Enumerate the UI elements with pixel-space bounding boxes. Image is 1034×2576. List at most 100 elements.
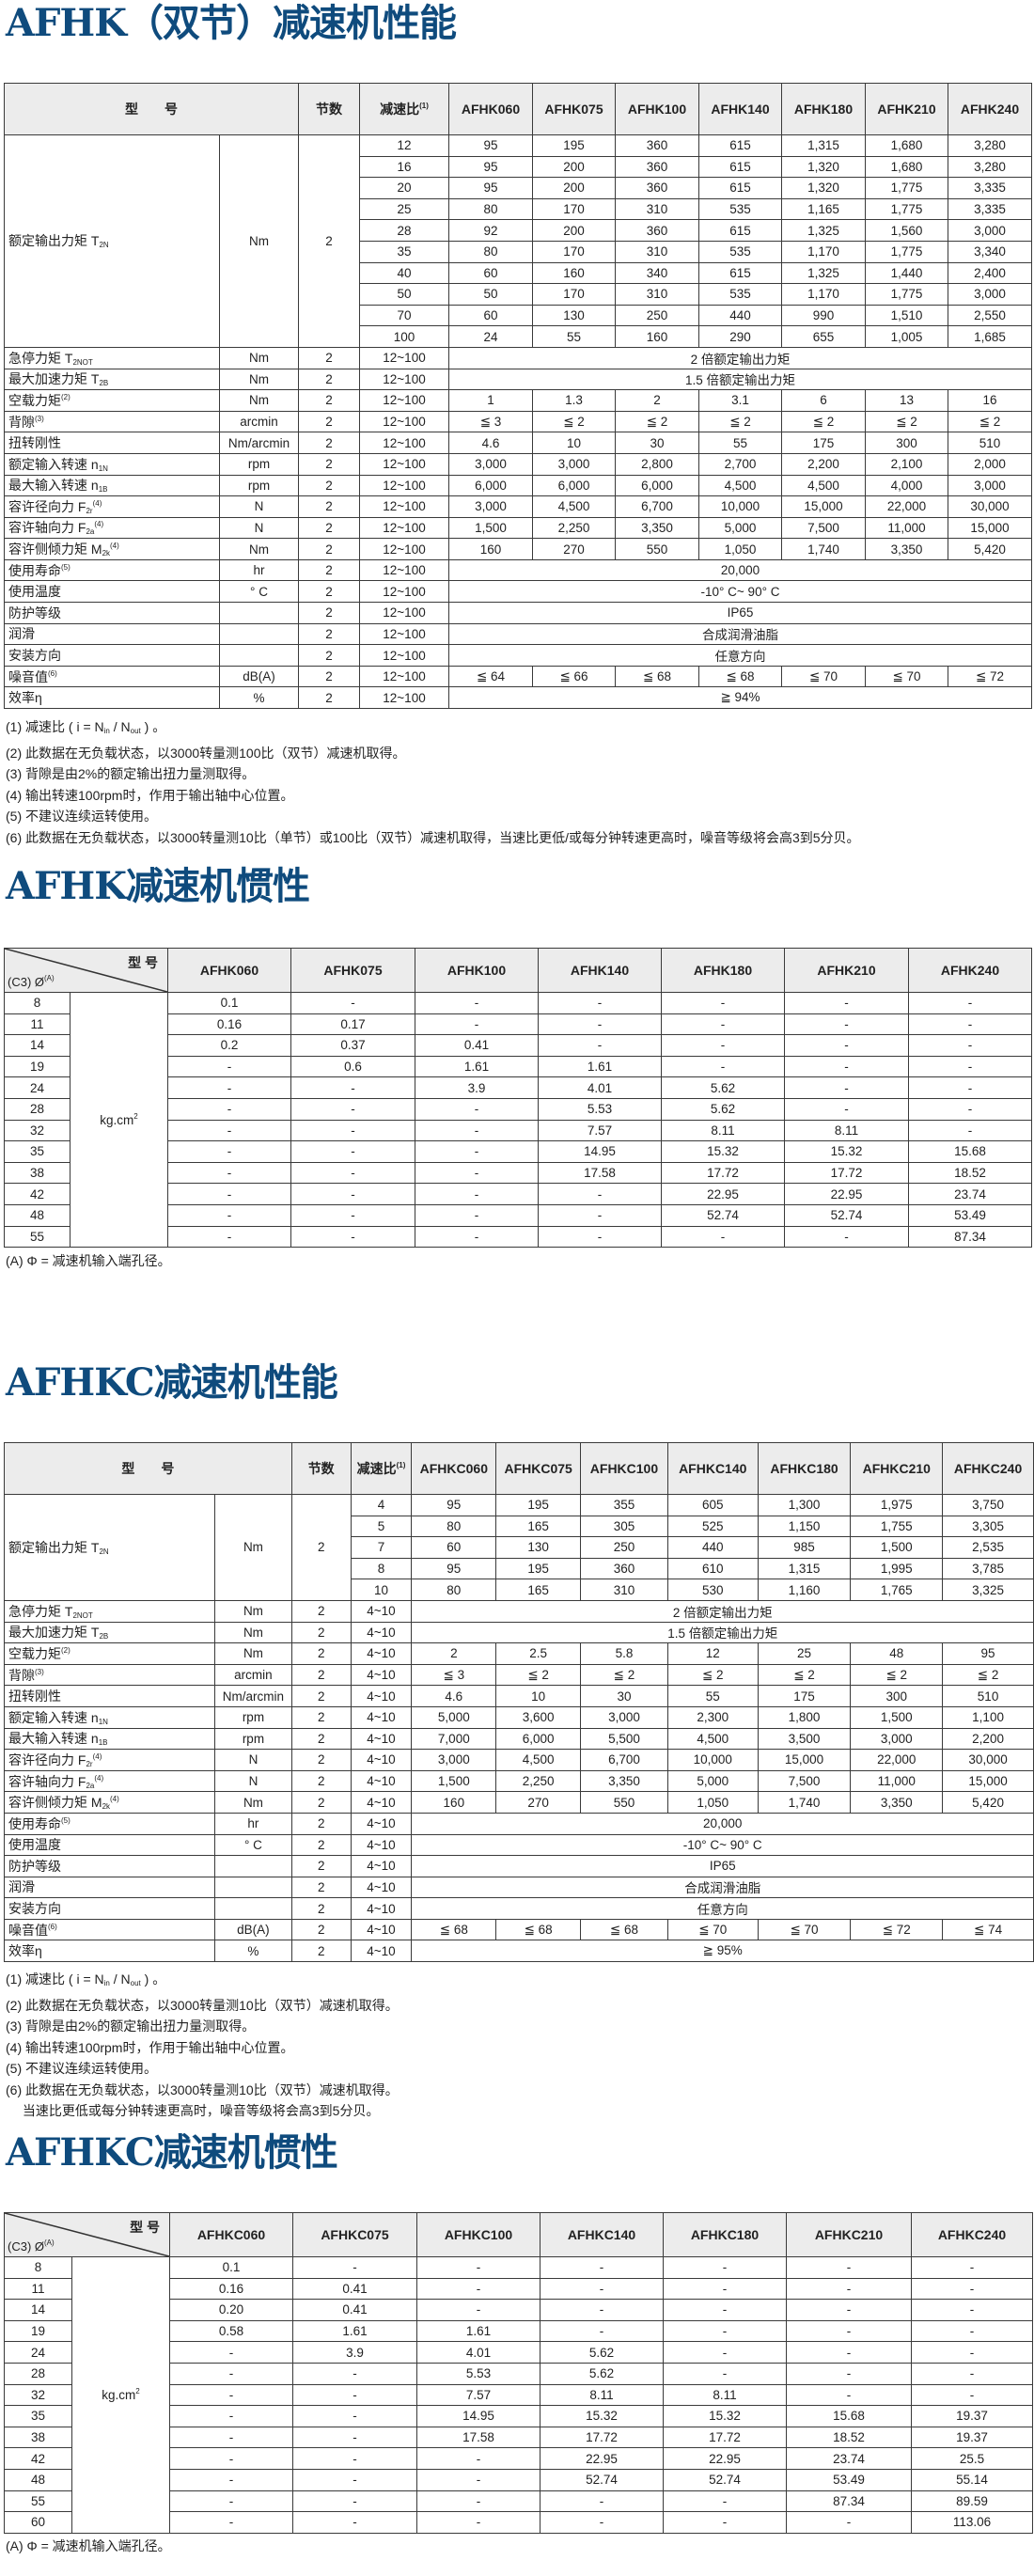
- value-cell: 50: [448, 283, 533, 306]
- value-text: 113.06: [952, 2515, 992, 2530]
- value-cell: 130: [495, 1536, 582, 1559]
- value-cell: 80: [411, 1579, 497, 1601]
- value-text: -: [476, 2281, 481, 2296]
- value-cell: 30,000: [942, 1749, 1034, 1771]
- value-text: -: [351, 1208, 355, 1223]
- value-text: 615: [729, 181, 751, 196]
- value-cell: 6,700: [615, 495, 699, 518]
- table-row: 7 60 130 250 440 985 1,500 2,535: [5, 1536, 1034, 1559]
- stage-cell: 2: [290, 1663, 352, 1687]
- value-cell: 22.95: [540, 2447, 664, 2470]
- value-cell: 55.14: [911, 2468, 1033, 2491]
- value-cell: 17.72: [784, 1161, 909, 1185]
- value-text: 16: [982, 393, 997, 408]
- value-cell: -: [663, 2362, 787, 2385]
- value-cell: -: [169, 2468, 293, 2491]
- merged-value-cell: 合成润滑油脂: [448, 622, 1032, 646]
- table-row: 额定输入转速 n1N rpm 2 12~100 3,000 3,000 2,800 2,…: [4, 452, 1032, 476]
- table-row: 8 kg.cm2 0.1 - - - - - -: [4, 2256, 1033, 2534]
- value-cell: 5,420: [948, 538, 1032, 560]
- value-cell: 5,500: [580, 1727, 668, 1751]
- value-text: -: [969, 2387, 975, 2402]
- value-text: 19.37: [956, 2409, 988, 2424]
- stage-cell: 2: [298, 665, 360, 688]
- stage-text: 2: [317, 1901, 325, 1916]
- value-cell: 87.34: [908, 1225, 1032, 1249]
- ratio-cell: 7: [350, 1536, 413, 1559]
- value-cell: 53.49: [908, 1203, 1032, 1227]
- value-text: -: [967, 1038, 973, 1053]
- value-text: 360: [646, 159, 668, 174]
- value-text: 0.2: [220, 1038, 239, 1053]
- stage-cell: 2: [290, 1685, 352, 1707]
- value-text: 130: [563, 308, 585, 323]
- ratio-text: 12~100: [383, 393, 426, 408]
- stage-cell: 2: [298, 538, 360, 560]
- unit-cell: Nm: [219, 368, 299, 391]
- value-cell: -: [661, 1034, 785, 1057]
- value-cell: -: [290, 1203, 415, 1227]
- value-cell: 0.58: [169, 2319, 293, 2343]
- value-text: 1,765: [880, 1582, 913, 1597]
- value-text: 2,700: [724, 457, 757, 472]
- unit-text: ° C: [243, 1837, 262, 1852]
- ratio-cell: 12~100: [359, 410, 449, 433]
- spec-label: 使用寿命(5): [3, 1812, 216, 1835]
- stage-text: 2: [325, 669, 333, 684]
- bore-text: 48: [29, 1208, 45, 1223]
- unit-text: Nm: [249, 371, 269, 386]
- value-cell: 3,340: [948, 240, 1032, 263]
- value-cell: 10,000: [698, 495, 782, 518]
- ratio-cell: 100: [359, 325, 449, 348]
- value-cell: 15.68: [908, 1140, 1032, 1163]
- unit-text: rpm: [247, 457, 271, 472]
- value-cell: 4.6: [448, 432, 533, 454]
- value-cell: 1,775: [865, 197, 948, 221]
- value-text: 17.72: [586, 2430, 618, 2445]
- ratio-text: 4~10: [367, 1731, 396, 1746]
- footnote-a: (A) Φ = 减速机输入端孔径。: [6, 2538, 171, 2553]
- value-text: ≦ 3: [479, 414, 502, 429]
- value-text: 60: [483, 308, 498, 323]
- value-text: 1,315: [807, 138, 839, 153]
- corner-header: 型 号 (C3) Ø(A): [4, 948, 168, 993]
- table-row: 容许侧倾力矩 M2k(4) Nm 2 12~100 160 270 550 1,050 1…: [4, 538, 1032, 560]
- value-cell: 3,000: [411, 1749, 497, 1771]
- value-cell: 5.53: [538, 1097, 662, 1121]
- value-cell: ≦ 70: [781, 665, 866, 688]
- value-cell: -: [290, 1140, 415, 1163]
- value-text: 615: [729, 223, 751, 238]
- spec-label-text: 额定输入转速 n: [8, 456, 99, 472]
- value-text: -: [844, 1102, 849, 1117]
- spec-label-text: 急停力矩 T: [8, 1603, 73, 1619]
- value-text: 310: [646, 287, 668, 302]
- value-text: 3,000: [475, 457, 507, 472]
- stage-cell: 2: [290, 1727, 352, 1751]
- model-column-header: AFHKC240: [942, 1442, 1034, 1495]
- value-cell: -: [416, 2277, 540, 2301]
- value-cell: 305: [580, 1515, 668, 1538]
- value-text: -: [599, 2324, 604, 2339]
- value-text: 1,740: [807, 542, 839, 557]
- value-cell: 2,250: [532, 516, 616, 540]
- value-text: 15,000: [970, 520, 1010, 535]
- spec-label-text: 最大输入转速 n: [8, 478, 99, 494]
- spec-label-text: 防护等级: [8, 1858, 61, 1874]
- value-cell: -: [415, 1140, 539, 1163]
- value-text: -: [228, 2451, 234, 2466]
- ratio-cell: 4~10: [350, 1663, 413, 1687]
- value-text: 4,500: [522, 1752, 555, 1767]
- merged-value-cell: 1.5 倍额定输出力矩: [448, 368, 1032, 391]
- diagonal-divider: [5, 2213, 169, 2256]
- value-text: 4,500: [697, 1731, 729, 1746]
- value-text: 985: [793, 1540, 815, 1555]
- value-text: 360: [646, 223, 668, 238]
- value-cell: -: [540, 2490, 664, 2513]
- value-cell: -: [167, 1055, 291, 1078]
- superscript: 2: [135, 2387, 140, 2396]
- spec-label-text: 效率η: [8, 690, 42, 706]
- value-text: 2,800: [641, 457, 673, 472]
- value-text: 440: [701, 1540, 724, 1555]
- value-cell: 360: [580, 1557, 668, 1580]
- subscript: 1B: [98, 485, 108, 495]
